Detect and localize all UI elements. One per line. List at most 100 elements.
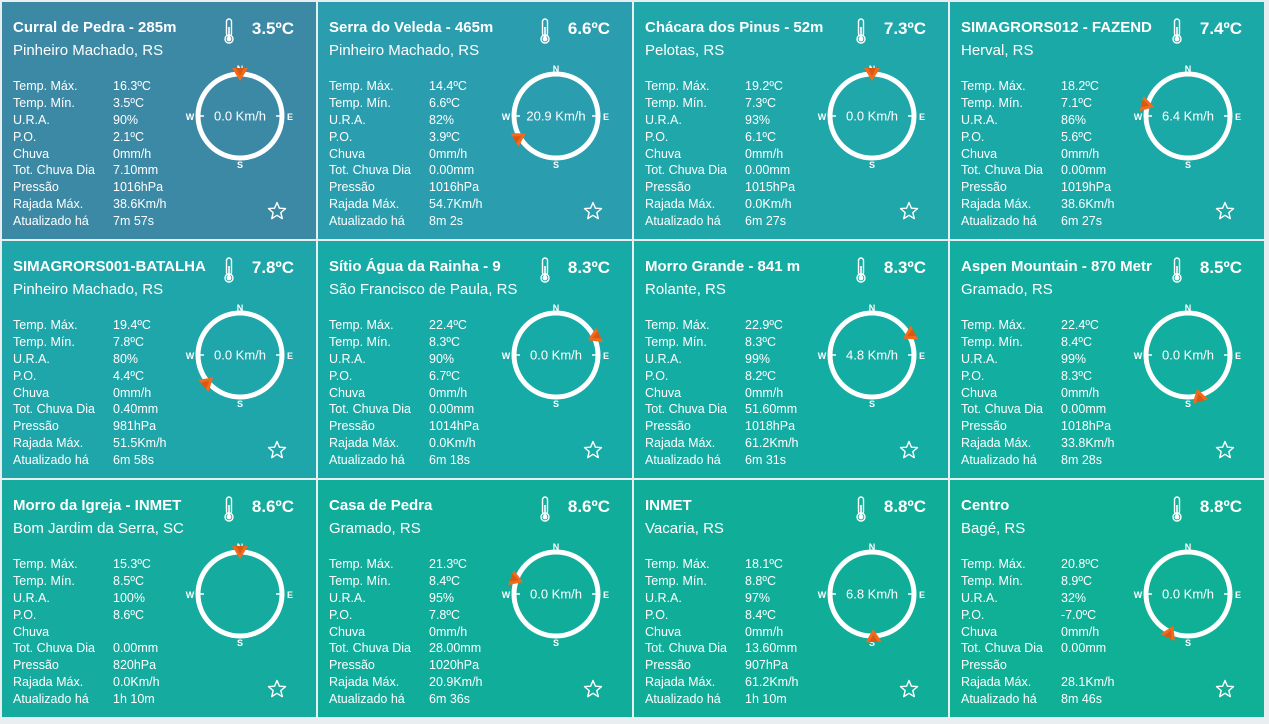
station-name[interactable]: Serra do Veleda - 465m: [329, 19, 494, 36]
station-name[interactable]: INMET: [645, 497, 692, 514]
stat-value: 0mm/h: [1061, 385, 1100, 400]
station-card-5[interactable]: SIMAGRORS001-BATALHA 7.8ºC Pinheiro Mach…: [2, 241, 316, 478]
stat-rain: Chuva 0mm/h: [329, 385, 479, 402]
station-card-4[interactable]: SIMAGRORS012 - FAZEND 7.4ºC Herval, RS T…: [950, 2, 1264, 239]
favorite-star-icon[interactable]: [899, 440, 919, 460]
stat-total-rain: Tot. Chuva Dia 0.00mm: [329, 401, 479, 418]
wind-speed: 6.4 Km/h: [1162, 109, 1214, 124]
stat-temp-max: Temp. Máx. 22.4ºC: [329, 317, 479, 334]
favorite-star-icon[interactable]: [1215, 440, 1235, 460]
stat-value: 7m 57s: [113, 214, 154, 229]
stat-temp-min: Temp. Mín. 7.8ºC: [13, 334, 167, 351]
stat-updated: Atualizado há 6m 36s: [329, 691, 483, 708]
stat-dew-point: P.O. 2.1ºC: [13, 129, 167, 146]
favorite-star-icon[interactable]: [583, 201, 603, 221]
station-location: Pinheiro Machado, RS: [13, 42, 164, 59]
favorite-star-icon[interactable]: [267, 440, 287, 460]
stat-value: 6m 27s: [745, 214, 786, 229]
favorite-star-icon[interactable]: [583, 679, 603, 699]
station-card-2[interactable]: Serra do Veleda - 465m 6.6ºC Pinheiro Ma…: [318, 2, 632, 239]
stat-pressure: Pressão 1016hPa: [13, 179, 167, 196]
stat-pressure: Pressão 907hPa: [645, 657, 799, 674]
station-card-10[interactable]: Casa de Pedra 8.6ºC Gramado, RS Temp. Má…: [318, 480, 632, 717]
wind-direction-arrow: [864, 68, 880, 81]
station-name[interactable]: Morro Grande - 841 m: [645, 258, 801, 275]
wind-speed: 0.0 Km/h: [530, 348, 582, 363]
stat-label: Temp. Mín.: [13, 573, 75, 588]
favorite-star-icon[interactable]: [583, 440, 603, 460]
station-location: Bagé, RS: [961, 520, 1026, 537]
stat-temp-min: Temp. Mín. 7.3ºC: [645, 95, 795, 112]
compass-south: S: [237, 399, 243, 409]
station-stats: Temp. Máx. 20.8ºC Temp. Mín. 8.9ºC U.R.A. 3…: [961, 556, 1115, 708]
favorite-star-icon[interactable]: [1215, 201, 1235, 221]
stat-pressure: Pressão 1015hPa: [645, 179, 795, 196]
stat-value: 51.5Km/h: [113, 436, 167, 451]
station-name[interactable]: Sítio Água da Rainha - 9: [329, 258, 501, 275]
stat-dew-point: P.O. 8.3ºC: [961, 368, 1115, 385]
stat-total-rain: Tot. Chuva Dia 7.10mm: [13, 162, 167, 179]
station-name[interactable]: Aspen Mountain - 870 Metr: [961, 258, 1152, 275]
station-location: Gramado, RS: [961, 281, 1053, 298]
stat-temp-min: Temp. Mín. 8.4ºC: [961, 334, 1115, 351]
stat-rain: Chuva 0mm/h: [329, 624, 483, 641]
stat-label: Temp. Mín.: [961, 573, 1023, 588]
station-name[interactable]: Centro: [961, 497, 1010, 514]
stat-label: Temp. Mín.: [961, 95, 1023, 110]
station-card-12[interactable]: Centro 8.8ºC Bagé, RS Temp. Máx. 20.8ºC T…: [950, 480, 1264, 717]
stat-value: 95%: [429, 590, 455, 605]
station-name[interactable]: Morro da Igreja - INMET: [13, 497, 182, 514]
wind-speed: 0.0 Km/h: [214, 109, 266, 124]
station-name[interactable]: Casa de Pedra: [329, 497, 433, 514]
stat-value: 28.1Km/h: [1061, 675, 1115, 690]
favorite-star-icon[interactable]: [899, 201, 919, 221]
stat-value: 8m 2s: [429, 214, 464, 229]
stat-updated: Atualizado há 8m 2s: [329, 213, 483, 230]
compass-north: N: [553, 303, 560, 313]
stat-updated: Atualizado há 8m 46s: [961, 691, 1115, 708]
stat-value: 8m 28s: [1061, 453, 1102, 468]
stat-value: 8.4ºC: [429, 573, 460, 588]
stat-temp-max: Temp. Máx. 14.4ºC: [329, 78, 483, 95]
stat-updated: Atualizado há 1h 10m: [13, 691, 160, 708]
station-name[interactable]: Chácara dos Pinus - 52m: [645, 19, 824, 36]
thermometer-icon: [224, 18, 234, 44]
favorite-star-icon[interactable]: [267, 201, 287, 221]
stat-value: 21.3ºC: [429, 557, 467, 571]
station-location: Herval, RS: [961, 42, 1034, 59]
stat-temp-max: Temp. Máx. 16.3ºC: [13, 78, 167, 95]
station-name[interactable]: SIMAGRORS001-BATALHA: [13, 258, 206, 275]
station-card-3[interactable]: Chácara dos Pinus - 52m 7.3ºC Pelotas, R…: [634, 2, 948, 239]
stat-label: Atualizado há: [13, 692, 89, 707]
stat-value: 0.00mm: [429, 163, 475, 178]
compass-north: N: [869, 542, 876, 552]
stat-value: 93%: [745, 112, 771, 127]
stat-gust: Rajada Máx. 54.7Km/h: [329, 196, 483, 213]
station-card-1[interactable]: Curral de Pedra - 285m 3.5ºC Pinheiro Ma…: [2, 2, 316, 239]
compass-south: S: [553, 399, 559, 409]
station-card-8[interactable]: Aspen Mountain - 870 Metr 8.5ºC Gramado,…: [950, 241, 1264, 478]
station-card-7[interactable]: Morro Grande - 841 m 8.3ºC Rolante, RS T…: [634, 241, 948, 478]
stat-updated: Atualizado há 6m 58s: [13, 452, 167, 469]
station-card-9[interactable]: Morro da Igreja - INMET 8.6ºC Bom Jardim…: [2, 480, 316, 717]
favorite-star-icon[interactable]: [267, 679, 287, 699]
stat-gust: Rajada Máx. 51.5Km/h: [13, 435, 167, 452]
stat-value: 22.4ºC: [1061, 318, 1099, 332]
stat-pressure: Pressão 820hPa: [13, 657, 160, 674]
station-name[interactable]: Curral de Pedra - 285m: [13, 19, 177, 36]
stat-humidity: U.R.A. 95%: [329, 590, 483, 607]
favorite-star-icon[interactable]: [1215, 679, 1235, 699]
favorite-star-icon[interactable]: [899, 679, 919, 699]
compass-north: N: [553, 542, 560, 552]
stat-label: Rajada Máx.: [961, 197, 1032, 212]
station-name[interactable]: SIMAGRORS012 - FAZEND: [961, 19, 1152, 36]
stat-label: Atualizado há: [329, 214, 405, 229]
stat-value: 1014hPa: [429, 419, 480, 434]
stat-value: 1018hPa: [1061, 419, 1112, 434]
station-card-6[interactable]: Sítio Água da Rainha - 9 8.3ºC São Franc…: [318, 241, 632, 478]
stat-value: 6m 18s: [429, 453, 470, 468]
stat-value: 1019hPa: [1061, 180, 1112, 195]
station-location: Pinheiro Machado, RS: [13, 281, 164, 298]
wind-direction-arrow: [198, 377, 214, 392]
station-card-11[interactable]: INMET 8.8ºC Vacaria, RS Temp. Máx. 18.1ºC…: [634, 480, 948, 717]
